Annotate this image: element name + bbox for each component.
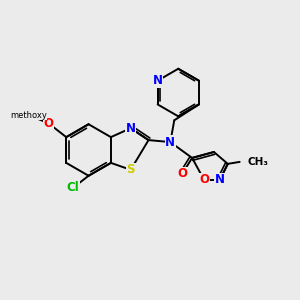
Text: methoxy: methoxy <box>10 111 47 120</box>
Text: O: O <box>199 173 209 186</box>
Text: S: S <box>126 163 135 176</box>
Text: N: N <box>153 74 163 87</box>
Text: N: N <box>165 136 175 148</box>
Text: N: N <box>215 173 225 186</box>
Text: N: N <box>126 122 136 135</box>
Text: Cl: Cl <box>66 181 79 194</box>
Text: O: O <box>177 167 187 180</box>
Text: O: O <box>44 117 53 130</box>
Text: CH₃: CH₃ <box>248 157 268 167</box>
